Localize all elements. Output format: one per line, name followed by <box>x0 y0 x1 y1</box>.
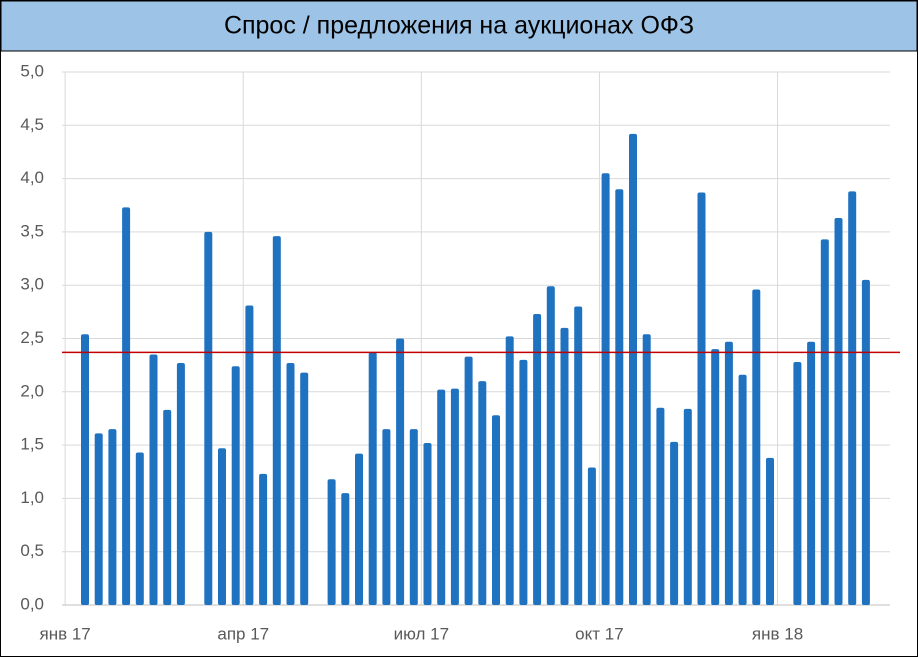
bar <box>218 448 226 605</box>
bar <box>629 133 637 605</box>
y-tick-label: 0,0 <box>20 594 44 613</box>
bar <box>848 191 857 605</box>
bar <box>327 479 336 605</box>
bar <box>464 356 473 605</box>
x-tick-label: апр 17 <box>217 624 269 643</box>
bar <box>724 341 733 605</box>
bar <box>683 408 692 605</box>
bar <box>656 407 665 605</box>
y-tick-label: 0,5 <box>20 541 44 560</box>
bar <box>245 305 254 605</box>
y-tick-label: 1,0 <box>20 488 44 507</box>
y-tick-label: 5,0 <box>20 61 44 80</box>
bar <box>615 189 624 605</box>
bar <box>272 236 281 605</box>
bar <box>820 239 829 605</box>
bar <box>642 334 651 605</box>
bar <box>94 433 103 605</box>
chart-title: Спрос / предложения на аукционах ОФЗ <box>224 12 694 40</box>
bar <box>766 457 774 605</box>
bar <box>437 389 446 605</box>
title-band <box>0 0 918 52</box>
bar <box>834 218 843 606</box>
x-tick-label: янв 18 <box>752 624 803 643</box>
bar <box>122 207 131 605</box>
bar <box>135 452 144 605</box>
y-tick-label: 3,0 <box>20 275 44 294</box>
y-tick-label: 4,5 <box>20 115 44 134</box>
bar <box>176 363 185 605</box>
bar <box>355 453 363 605</box>
bar <box>793 361 802 605</box>
bar <box>231 366 240 605</box>
bar <box>505 336 514 605</box>
y-tick-label: 4,0 <box>20 168 44 187</box>
x-tick-label: окт 17 <box>575 624 624 643</box>
bar <box>670 441 679 605</box>
bar <box>368 352 377 605</box>
bar <box>450 388 459 605</box>
bar <box>478 381 487 605</box>
x-tick-label: янв 17 <box>40 624 91 643</box>
bar <box>519 359 528 605</box>
bar <box>409 429 418 605</box>
bar <box>300 372 309 605</box>
bar <box>108 429 117 605</box>
bar <box>752 289 761 605</box>
y-tick-label: 2,0 <box>20 381 44 400</box>
bar <box>601 173 610 605</box>
bar <box>560 327 569 605</box>
bar <box>492 415 500 605</box>
bar <box>861 279 870 605</box>
bar <box>546 286 555 605</box>
bar <box>807 341 816 605</box>
bar <box>149 354 158 605</box>
y-tick-label: 1,5 <box>20 435 44 454</box>
bar <box>711 349 720 605</box>
bar <box>396 338 405 605</box>
bar <box>423 442 432 605</box>
y-tick-label: 2,5 <box>20 328 44 347</box>
bar <box>81 334 89 605</box>
y-tick-label: 3,5 <box>20 221 44 240</box>
bar <box>697 192 706 605</box>
bar <box>533 313 542 605</box>
bar <box>574 306 583 605</box>
bar <box>341 493 350 605</box>
bar <box>259 473 268 605</box>
bar <box>286 363 295 605</box>
bar <box>587 467 596 605</box>
bar <box>163 409 172 605</box>
bar <box>382 429 391 605</box>
x-tick-label: июл 17 <box>394 624 449 643</box>
bar <box>738 374 747 605</box>
bar <box>204 231 213 605</box>
